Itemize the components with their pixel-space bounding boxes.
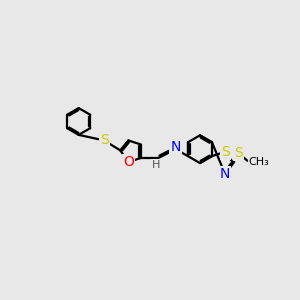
Text: H: H <box>152 160 160 170</box>
Text: O: O <box>123 155 134 169</box>
Text: N: N <box>170 140 181 154</box>
Text: S: S <box>234 146 242 160</box>
Text: CH₃: CH₃ <box>248 157 269 167</box>
Text: S: S <box>221 145 230 159</box>
Text: S: S <box>100 134 109 147</box>
Text: N: N <box>220 167 230 181</box>
